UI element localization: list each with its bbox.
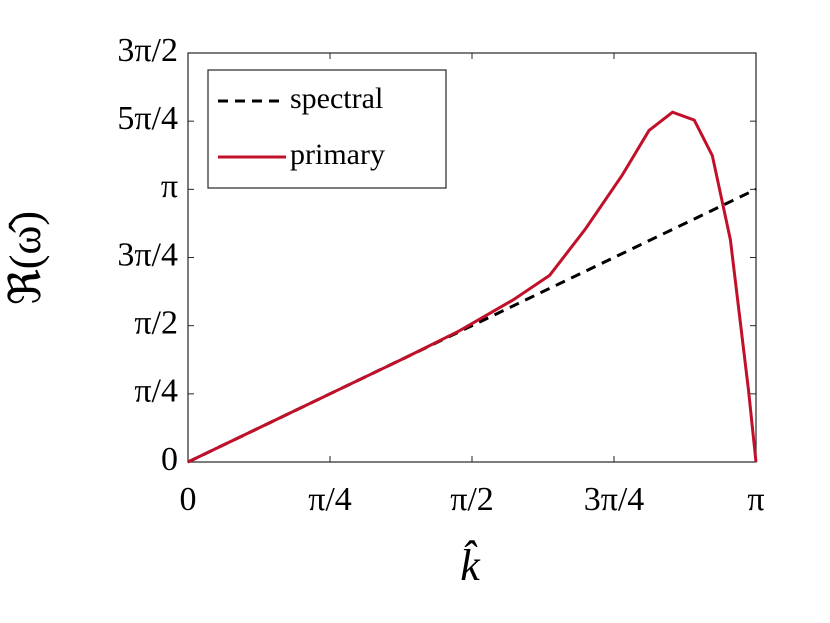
x-tick-label: π [747,481,764,518]
legend-label: primary [290,138,385,171]
legend-label: spectral [290,82,383,115]
series-line [187,110,758,464]
x-tick-label: 0 [180,481,197,518]
x-axis-label: k̂ [460,540,481,590]
x-tick-label: 3π/4 [584,481,645,518]
y-tick-label: 0 [161,441,178,478]
y-axis-label: ℜ(ω̂) [1,211,50,305]
y-tick-label: 3π/4 [117,236,178,273]
y-tick-label: 5π/4 [117,100,178,137]
x-tick-label: π/4 [308,481,352,518]
legend: spectral primary [207,69,447,189]
y-tick-label: π/2 [134,304,178,341]
x-tick-label: π/2 [450,481,494,518]
y-tick-label: 3π/2 [117,32,178,69]
y-tick-label: π/4 [134,373,178,410]
y-tick-label: π [161,168,178,205]
legend-box [207,69,447,189]
